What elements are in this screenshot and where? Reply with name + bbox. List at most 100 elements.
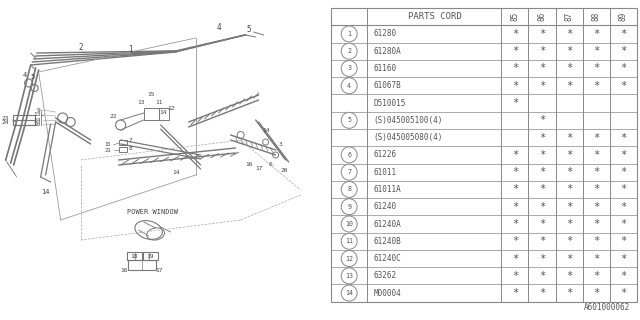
Text: PARTS CORD: PARTS CORD	[408, 12, 461, 21]
Text: *: *	[512, 63, 518, 74]
Text: 4: 4	[347, 83, 351, 89]
Text: *: *	[620, 184, 627, 195]
Text: *: *	[539, 132, 545, 143]
Text: 61226: 61226	[374, 150, 397, 159]
Text: *: *	[593, 288, 599, 298]
Text: 61240A: 61240A	[374, 220, 402, 228]
Text: 61240B: 61240B	[374, 237, 402, 246]
Text: 1: 1	[347, 31, 351, 37]
Text: *: *	[512, 236, 518, 246]
Text: *: *	[593, 132, 599, 143]
Text: *: *	[620, 81, 627, 91]
Circle shape	[341, 233, 357, 249]
Text: 17: 17	[255, 165, 262, 171]
Text: 9: 9	[37, 108, 41, 113]
Text: 7: 7	[347, 169, 351, 175]
Text: *: *	[512, 253, 518, 264]
Text: 14: 14	[42, 189, 50, 195]
Text: 10: 10	[345, 221, 353, 227]
Text: *: *	[512, 46, 518, 56]
Text: 2: 2	[347, 48, 351, 54]
Text: *: *	[620, 288, 627, 298]
Text: 89: 89	[619, 12, 628, 21]
Text: 61240: 61240	[374, 202, 397, 211]
Bar	[127, 260, 156, 270]
Bar	[13, 115, 35, 125]
Bar	[13, 120, 35, 125]
Text: *: *	[512, 98, 518, 108]
Text: 9: 9	[347, 204, 351, 210]
Text: *: *	[620, 236, 627, 246]
Text: *: *	[512, 150, 518, 160]
Text: *: *	[539, 288, 545, 298]
Text: *: *	[539, 271, 545, 281]
Text: 15: 15	[104, 142, 111, 148]
Text: 22: 22	[110, 115, 117, 119]
Text: 88: 88	[591, 12, 601, 21]
Text: *: *	[566, 184, 572, 195]
Text: *: *	[593, 202, 599, 212]
Text: POWER WINDOW: POWER WINDOW	[127, 209, 178, 215]
Text: *: *	[539, 29, 545, 39]
Text: 13: 13	[137, 100, 145, 105]
Text: *: *	[593, 219, 599, 229]
Text: 11: 11	[155, 100, 163, 105]
Text: 12: 12	[345, 256, 353, 261]
Circle shape	[341, 285, 357, 301]
Text: *: *	[512, 184, 518, 195]
Text: *: *	[539, 236, 545, 246]
Text: 6: 6	[347, 152, 351, 158]
Bar	[118, 140, 127, 145]
Bar	[127, 252, 141, 260]
Text: 4: 4	[22, 72, 27, 78]
Text: *: *	[566, 46, 572, 56]
Circle shape	[341, 181, 357, 197]
Text: *: *	[566, 253, 572, 264]
Text: 19: 19	[146, 253, 154, 259]
Text: 4: 4	[216, 23, 221, 33]
Text: 17: 17	[156, 268, 163, 273]
Text: *: *	[566, 132, 572, 143]
Text: 86: 86	[538, 12, 547, 21]
Text: *: *	[620, 29, 627, 39]
Text: 61011A: 61011A	[374, 185, 402, 194]
Text: *: *	[593, 253, 599, 264]
Text: *: *	[512, 202, 518, 212]
Text: *: *	[620, 63, 627, 74]
Text: *: *	[593, 236, 599, 246]
Text: M00004: M00004	[374, 289, 402, 298]
Text: 12: 12	[167, 106, 174, 110]
Text: D510015: D510015	[374, 99, 406, 108]
Text: *: *	[512, 81, 518, 91]
Text: *: *	[566, 219, 572, 229]
Text: *: *	[593, 63, 599, 74]
Text: 23: 23	[1, 116, 9, 121]
Text: 8: 8	[129, 147, 132, 151]
Text: 18: 18	[130, 253, 138, 259]
Bar	[118, 147, 127, 152]
Text: *: *	[566, 63, 572, 74]
Text: *: *	[593, 184, 599, 195]
Text: *: *	[566, 271, 572, 281]
Text: 61067B: 61067B	[374, 81, 402, 90]
Text: *: *	[512, 167, 518, 177]
Text: 7: 7	[129, 139, 132, 143]
Text: 1: 1	[129, 45, 133, 54]
Text: *: *	[539, 253, 545, 264]
Text: *: *	[620, 167, 627, 177]
Bar	[143, 252, 157, 260]
Text: 14: 14	[172, 170, 179, 174]
Text: 5: 5	[31, 74, 35, 80]
Text: 61280A: 61280A	[374, 47, 402, 56]
Text: *: *	[539, 202, 545, 212]
Bar	[143, 108, 159, 120]
Text: *: *	[620, 132, 627, 143]
Text: *: *	[620, 219, 627, 229]
Text: *: *	[593, 29, 599, 39]
Text: *: *	[620, 150, 627, 160]
Text: 14: 14	[262, 127, 269, 132]
Text: 16: 16	[245, 163, 252, 167]
Text: *: *	[593, 150, 599, 160]
Circle shape	[341, 147, 357, 163]
Circle shape	[341, 216, 357, 232]
